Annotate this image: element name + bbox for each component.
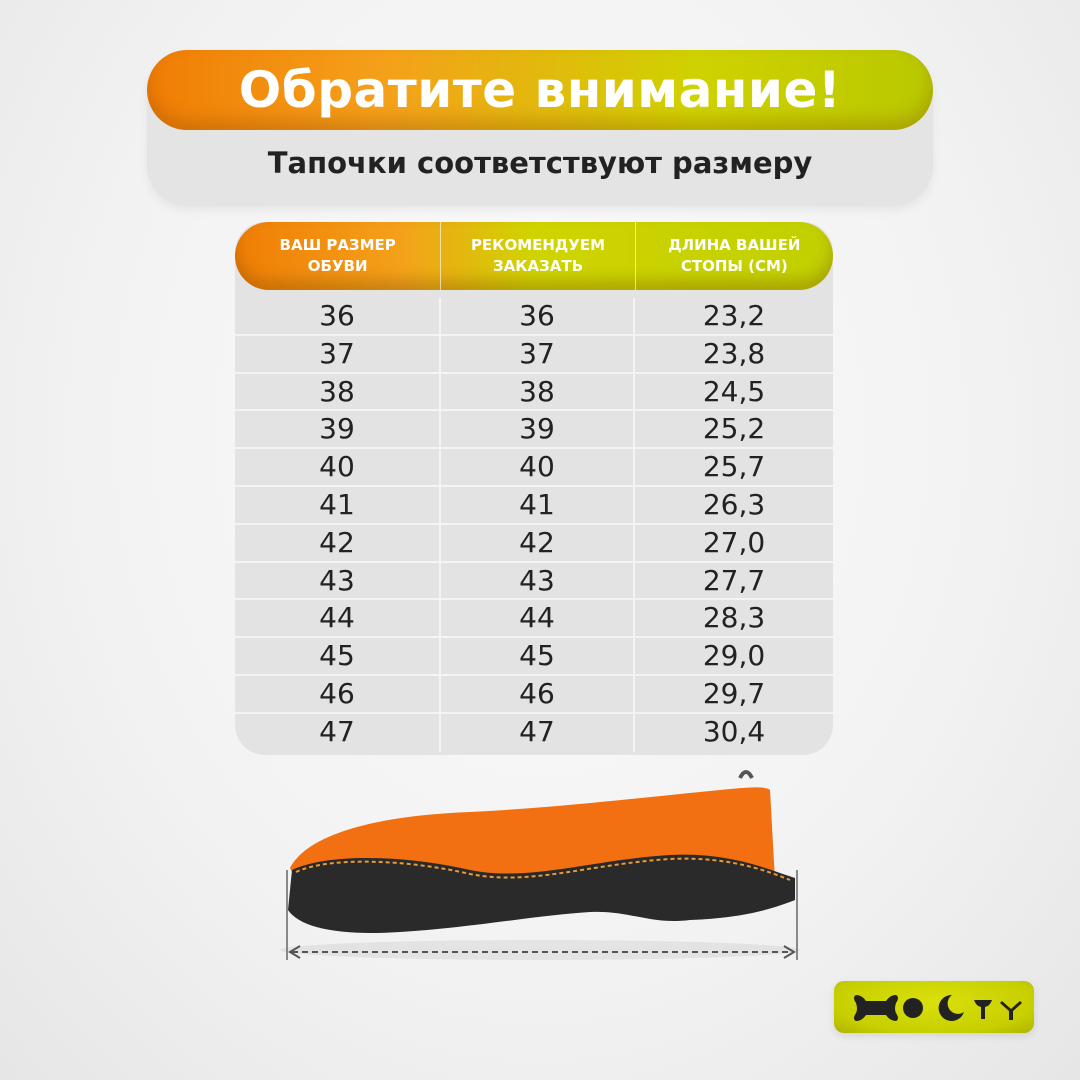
table-cell: 41 [441,486,635,523]
table-body: 36 36 23,2 37 37 23,8 38 38 24,5 39 39 25,2 40 40 25,7… [235,298,833,752]
table-cell: 27,0 [702,525,766,559]
table-cell: 36 [235,298,441,334]
slipper-image [280,770,800,960]
table-cell: 24,5 [702,374,766,408]
table-row: 36 36 23,2 [235,298,833,336]
table-row: 37 37 23,8 [235,335,833,374]
table-cell: 45 [235,638,441,674]
size-table: ВАШ РАЗМЕР ОБУВИ РЕКОМЕНДУЕМ ЗАКАЗАТЬ ДЛ… [235,222,833,755]
table-row: 44 44 28,3 [235,600,833,639]
table-cell: 36 [441,298,635,334]
table-cell: 30,4 [702,714,766,748]
table-header: ВАШ РАЗМЕР ОБУВИ РЕКОМЕНДУЕМ ЗАКАЗАТЬ ДЛ… [235,222,833,290]
table-cell: 28,3 [702,601,766,635]
table-row: 43 43 27,7 [235,562,833,601]
table-cell: 27,7 [702,563,766,597]
column-header: ВАШ РАЗМЕР ОБУВИ [235,222,442,290]
table-cell: 47 [441,713,635,752]
title-pill: Обратите внимание! [147,50,933,130]
table-row: 46 46 29,7 [235,675,833,714]
table-cell: 37 [235,335,441,372]
table-cell: 40 [441,449,635,485]
table-cell: 25,2 [702,412,766,446]
brand-logo [834,981,1034,1033]
table-row: 40 40 25,7 [235,449,833,487]
table-cell: 43 [441,562,635,599]
table-cell: 29,7 [702,676,766,710]
table-cell: 43 [235,562,441,599]
table-cell: 40 [235,449,441,485]
table-cell: 25,7 [702,450,766,484]
table-cell: 23,2 [702,299,766,332]
table-cell: 39 [441,411,635,448]
table-row: 47 47 30,4 [235,713,833,752]
table-cell: 47 [235,713,441,752]
table-cell: 44 [441,600,635,637]
header-banner: Обратите внимание! Тапочки соответствуют… [147,50,933,206]
table-row: 42 42 27,0 [235,524,833,563]
table-row: 45 45 29,0 [235,638,833,676]
table-cell: 46 [441,675,635,712]
table-cell: 42 [235,524,441,561]
table-cell: 37 [441,335,635,372]
table-cell: 39 [235,411,441,448]
table-row: 39 39 25,2 [235,411,833,450]
table-cell: 38 [441,373,635,410]
page-title: Обратите внимание! [238,61,842,119]
table-cell: 42 [441,524,635,561]
table-row: 38 38 24,5 [235,373,833,412]
table-row: 41 41 26,3 [235,486,833,525]
table-cell: 38 [235,373,441,410]
page-subtitle: Тапочки соответствуют размеру [267,146,813,180]
table-cell: 44 [235,600,441,637]
table-cell: 41 [235,486,441,523]
table-cell: 46 [235,675,441,712]
table-cell: 23,8 [702,336,766,370]
column-header: РЕКОМЕНДУЕМ ЗАКАЗАТЬ [441,222,636,290]
table-cell: 29,0 [702,639,766,673]
table-cell: 26,3 [702,487,766,521]
column-header: ДЛИНА ВАШЕЙ СТОПЫ (СМ) [668,236,801,275]
table-cell: 45 [441,638,635,674]
